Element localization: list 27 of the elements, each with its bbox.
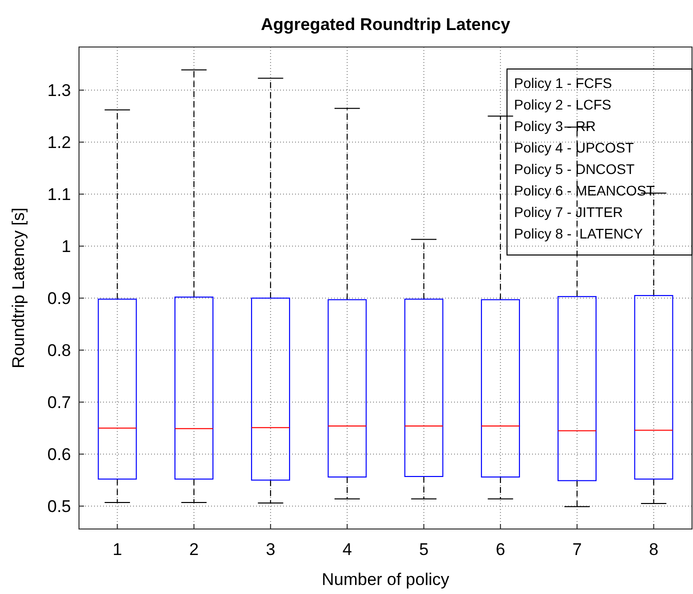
annotation: Policy 2 - LCFS: [514, 96, 612, 112]
x-tick-label: 6: [496, 540, 506, 559]
x-axis-title: Number of policy: [322, 570, 450, 589]
y-tick-label: 1.1: [47, 185, 71, 204]
y-tick-label: 1.2: [47, 133, 71, 152]
y-tick-label: 1: [62, 237, 71, 256]
x-tick-label: 7: [572, 540, 582, 559]
y-tick-label: 1.3: [47, 81, 71, 100]
y-tick-label: 0.8: [47, 341, 71, 360]
annotation: Policy 6 - MEANCOST: [514, 182, 656, 198]
x-tick-label: 3: [266, 540, 276, 559]
y-tick-label: 0.9: [47, 289, 71, 308]
x-tick-label: 1: [112, 540, 122, 559]
annotation: Policy 5 - DNCOST: [514, 161, 636, 177]
annotation: Policy 4 - UPCOST: [514, 140, 634, 156]
annotation: Policy 1 - FCFS: [514, 75, 612, 91]
x-tick-label: 4: [342, 540, 352, 559]
chart-title: Aggregated Roundtrip Latency: [260, 15, 511, 34]
y-axis-title: Roundtrip Latency [s]: [9, 208, 28, 368]
x-tick-label: 5: [419, 540, 429, 559]
annotation: Policy 7 - JITTER: [514, 204, 623, 220]
y-tick-label: 0.5: [47, 497, 71, 516]
x-tick-label: 8: [648, 540, 658, 559]
annotation: Policy 8 - LATENCY: [514, 226, 644, 242]
x-tick-label: 2: [189, 540, 199, 559]
y-tick-label: 0.7: [47, 393, 71, 412]
y-tick-label: 0.6: [47, 445, 71, 464]
